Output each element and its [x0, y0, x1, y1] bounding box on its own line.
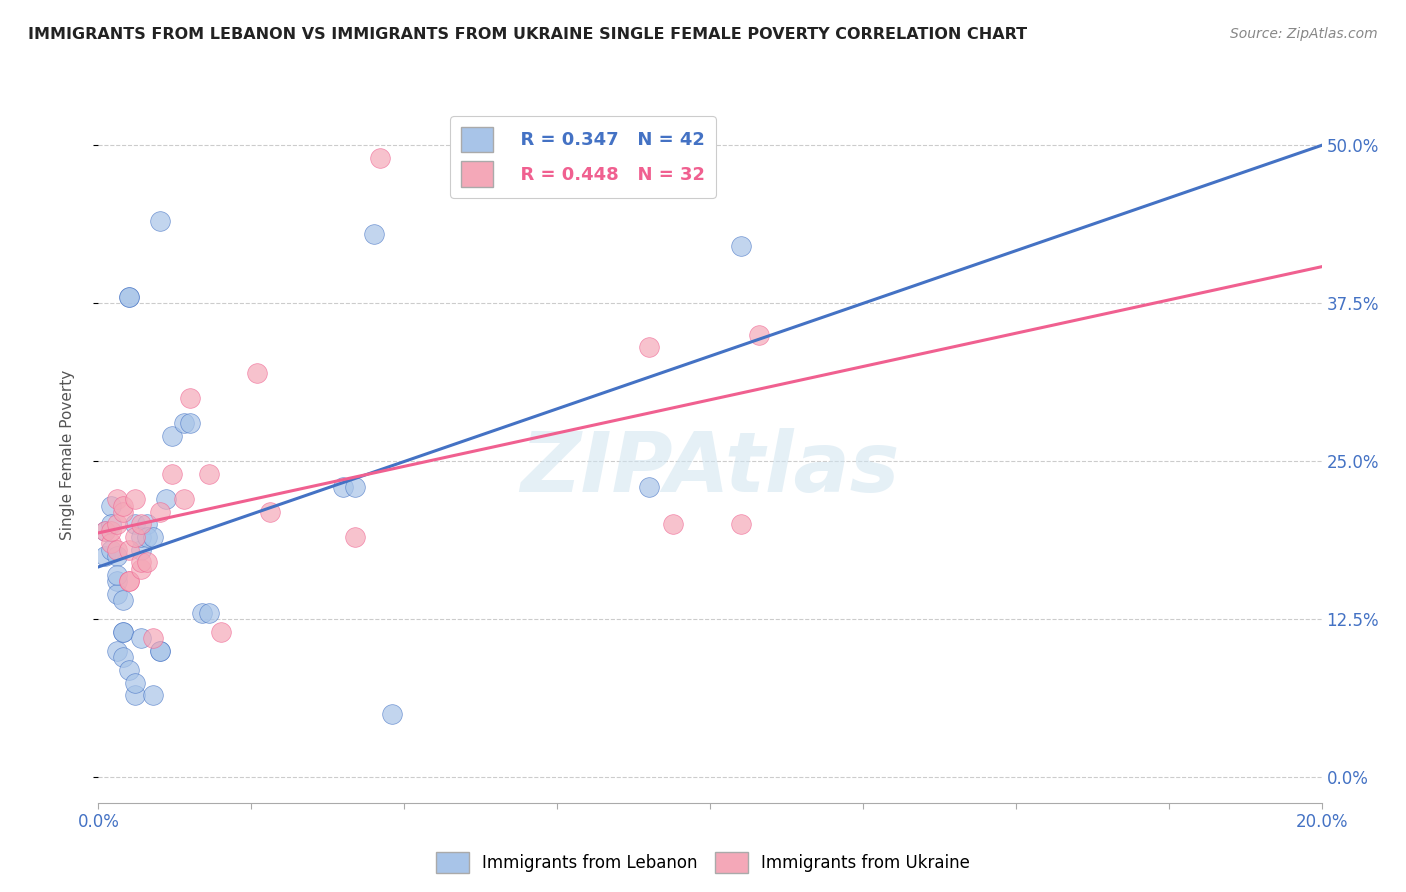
Point [149, 505, 172, 519]
Point [105, 542, 128, 557]
Point [129, 530, 152, 544]
Point [160, 429, 183, 443]
Point [129, 517, 152, 532]
Point [197, 606, 219, 620]
Point [142, 688, 165, 702]
Point [118, 663, 141, 677]
Point [105, 492, 128, 507]
Point [111, 650, 134, 665]
Point [368, 151, 391, 165]
Point [149, 644, 172, 658]
Point [129, 562, 152, 576]
Point [197, 467, 219, 481]
Point [124, 517, 146, 532]
Point [105, 517, 128, 532]
Point [100, 536, 122, 550]
Y-axis label: Single Female Poverty: Single Female Poverty [60, 370, 75, 540]
Point [93, 524, 115, 538]
Point [209, 625, 232, 640]
Point [111, 625, 134, 640]
Text: Source: ZipAtlas.com: Source: ZipAtlas.com [1230, 27, 1378, 41]
Point [142, 530, 165, 544]
Point [173, 417, 195, 431]
Point [124, 492, 146, 507]
Point [142, 632, 165, 646]
Point [118, 290, 141, 304]
Text: ZIPAtlas: ZIPAtlas [520, 428, 900, 509]
Point [179, 391, 201, 405]
Point [730, 239, 752, 253]
Point [111, 625, 134, 640]
Point [637, 340, 661, 354]
Point [332, 479, 354, 493]
Point [381, 707, 404, 722]
Point [93, 549, 115, 563]
Point [118, 574, 141, 589]
Point [105, 644, 128, 658]
Point [111, 593, 134, 607]
Point [246, 366, 269, 380]
Point [191, 606, 214, 620]
Legend:   R = 0.347   N = 42,   R = 0.448   N = 32: R = 0.347 N = 42, R = 0.448 N = 32 [450, 116, 716, 198]
Point [259, 505, 281, 519]
Point [124, 675, 146, 690]
Point [129, 556, 152, 570]
Point [136, 517, 159, 532]
Point [173, 492, 195, 507]
Point [136, 556, 159, 570]
Point [118, 542, 141, 557]
Point [100, 542, 122, 557]
Point [100, 499, 122, 513]
Text: IMMIGRANTS FROM LEBANON VS IMMIGRANTS FROM UKRAINE SINGLE FEMALE POVERTY CORRELA: IMMIGRANTS FROM LEBANON VS IMMIGRANTS FR… [28, 27, 1028, 42]
Point [93, 524, 115, 538]
Point [129, 632, 152, 646]
Point [100, 517, 122, 532]
Point [149, 214, 172, 228]
Point [118, 290, 141, 304]
Point [105, 574, 128, 589]
Point [100, 524, 122, 538]
Point [344, 530, 367, 544]
Point [111, 499, 134, 513]
Point [344, 479, 367, 493]
Point [637, 479, 661, 493]
Point [105, 549, 128, 563]
Point [160, 467, 183, 481]
Point [730, 517, 752, 532]
Point [136, 530, 159, 544]
Point [155, 492, 177, 507]
Point [105, 587, 128, 601]
Point [149, 644, 172, 658]
Point [662, 517, 685, 532]
Point [111, 505, 134, 519]
Point [105, 568, 128, 582]
Legend: Immigrants from Lebanon, Immigrants from Ukraine: Immigrants from Lebanon, Immigrants from… [429, 846, 977, 880]
Point [179, 417, 201, 431]
Point [118, 574, 141, 589]
Point [124, 688, 146, 702]
Point [124, 530, 146, 544]
Point [363, 227, 385, 241]
Point [129, 542, 152, 557]
Point [748, 327, 770, 342]
